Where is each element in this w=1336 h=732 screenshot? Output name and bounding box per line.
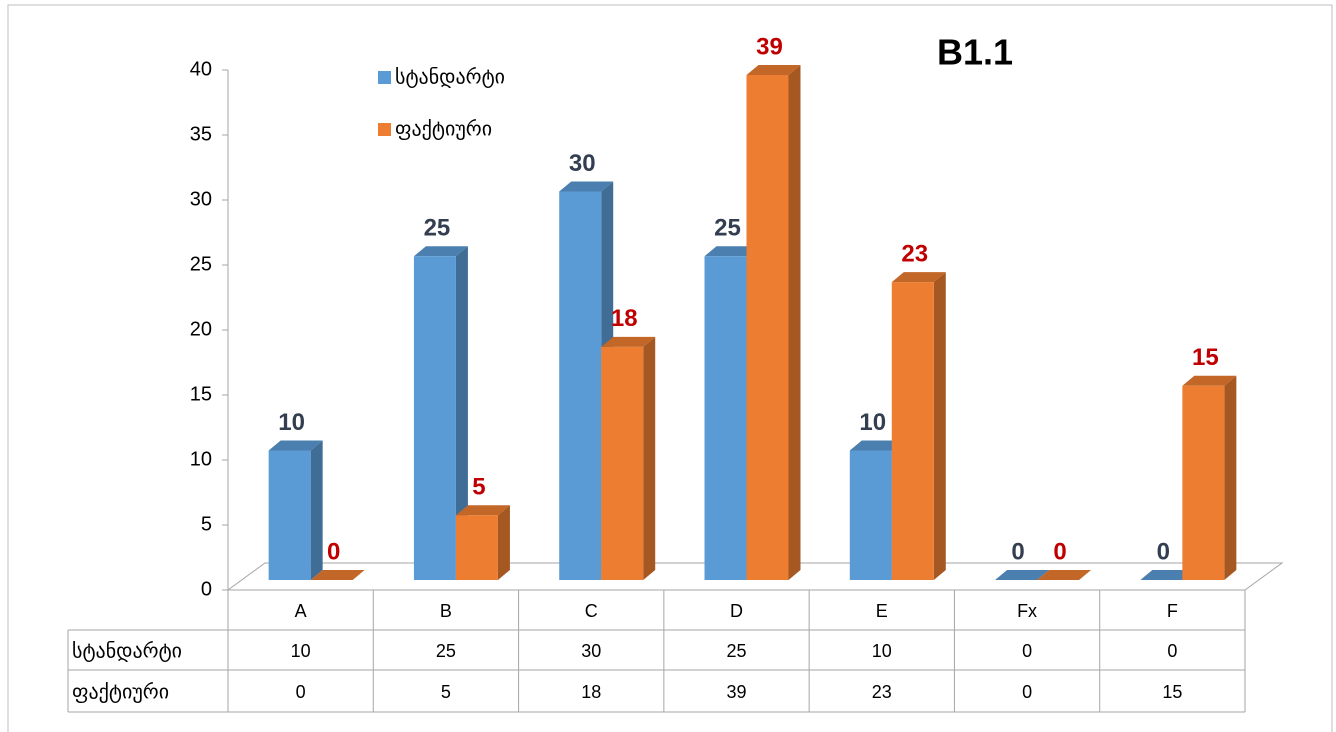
data-label: 10 bbox=[859, 409, 886, 436]
data-label: 0 bbox=[1011, 538, 1024, 565]
bar-face bbox=[310, 440, 323, 580]
bar bbox=[995, 570, 1050, 580]
y-tick-label: 40 bbox=[190, 58, 212, 80]
bar-face bbox=[413, 246, 468, 257]
bar-face bbox=[1182, 375, 1237, 386]
bar bbox=[601, 336, 656, 580]
table-cell: 0 bbox=[1022, 641, 1032, 661]
bar-face bbox=[310, 570, 365, 580]
bar-face bbox=[704, 256, 747, 580]
legend-label: სტანდარტი bbox=[395, 66, 505, 88]
table-cell: 30 bbox=[581, 641, 601, 661]
bar-face bbox=[455, 246, 468, 580]
table-row-header: სტანდარტი bbox=[72, 640, 182, 662]
bar-face bbox=[933, 272, 946, 580]
y-tick-label: 5 bbox=[201, 513, 212, 535]
bar-face bbox=[788, 64, 801, 580]
data-label: 5 bbox=[472, 474, 485, 501]
bar bbox=[455, 505, 510, 580]
bar-face bbox=[746, 74, 789, 580]
x-tick-label: C bbox=[585, 601, 598, 621]
bar-face bbox=[1182, 385, 1225, 580]
data-label: 30 bbox=[569, 150, 596, 177]
bar-face bbox=[891, 272, 946, 283]
table-cell: 39 bbox=[726, 682, 746, 702]
x-tick-label: F bbox=[1167, 601, 1178, 621]
x-tick-label: E bbox=[876, 601, 888, 621]
legend-swatch bbox=[378, 71, 391, 84]
data-label: 25 bbox=[714, 215, 741, 242]
data-label: 23 bbox=[901, 240, 928, 267]
bar-face bbox=[1224, 375, 1237, 580]
data-label: 25 bbox=[424, 215, 451, 242]
chart-border bbox=[7, 4, 1333, 732]
bar bbox=[1037, 570, 1092, 580]
table-cell: 10 bbox=[872, 641, 892, 661]
bar bbox=[746, 64, 801, 580]
data-label: 0 bbox=[1157, 538, 1170, 565]
bar bbox=[310, 570, 365, 580]
bar-face bbox=[704, 246, 759, 257]
bar-face bbox=[455, 505, 510, 516]
data-label: 39 bbox=[756, 33, 783, 60]
table-cell: 25 bbox=[436, 641, 456, 661]
bar bbox=[1182, 375, 1237, 580]
chart-title: B1.1 bbox=[937, 32, 1013, 73]
table-row-header: ფაქტიური bbox=[72, 681, 169, 703]
data-label: 15 bbox=[1192, 344, 1219, 371]
bar-face bbox=[995, 570, 1050, 580]
y-tick-label: 20 bbox=[190, 318, 212, 340]
bar bbox=[268, 440, 323, 580]
x-tick-label: D bbox=[730, 601, 743, 621]
bar-face bbox=[849, 440, 904, 451]
bar-face bbox=[413, 256, 456, 580]
y-tick-label: 10 bbox=[190, 448, 212, 470]
bar-face bbox=[746, 64, 801, 75]
y-tick-label: 35 bbox=[190, 123, 212, 145]
y-tick-label: 30 bbox=[190, 188, 212, 210]
bar-face bbox=[849, 450, 892, 580]
data-label: 18 bbox=[611, 305, 638, 332]
table-cell: 0 bbox=[1022, 682, 1032, 702]
bar-face bbox=[1037, 570, 1092, 580]
table-cell: 18 bbox=[581, 682, 601, 702]
bar-face bbox=[601, 346, 644, 580]
x-tick-label: Fx bbox=[1017, 601, 1037, 621]
bar bbox=[1140, 570, 1195, 580]
bar-face bbox=[497, 505, 510, 580]
table-cell: 0 bbox=[296, 682, 306, 702]
bar-face bbox=[268, 450, 311, 580]
y-tick-label: 25 bbox=[190, 253, 212, 275]
table-cell: 15 bbox=[1162, 682, 1182, 702]
data-label: 0 bbox=[1053, 538, 1066, 565]
bar-face bbox=[268, 440, 323, 451]
table-cell: 25 bbox=[726, 641, 746, 661]
table-cell: 5 bbox=[441, 682, 451, 702]
bar-face bbox=[455, 515, 498, 580]
table-cell: 10 bbox=[291, 641, 311, 661]
x-tick-label: A bbox=[295, 601, 307, 621]
data-label: 0 bbox=[327, 538, 340, 565]
y-tick-label: 15 bbox=[190, 383, 212, 405]
bar-face bbox=[1140, 570, 1195, 580]
bar-face bbox=[891, 282, 934, 580]
bar-face bbox=[601, 336, 656, 347]
legend-swatch bbox=[378, 123, 391, 136]
data-label: 10 bbox=[278, 409, 305, 436]
bar bbox=[413, 246, 468, 580]
bar-face bbox=[643, 336, 656, 580]
legend-label: ფაქტიური bbox=[395, 118, 492, 140]
x-tick-label: B bbox=[440, 601, 452, 621]
bar-face bbox=[559, 191, 602, 580]
y-tick-label: 0 bbox=[201, 578, 212, 600]
bar bbox=[891, 272, 946, 580]
table-cell: 0 bbox=[1167, 641, 1177, 661]
bar-face bbox=[559, 181, 614, 192]
table-cell: 23 bbox=[872, 682, 892, 702]
